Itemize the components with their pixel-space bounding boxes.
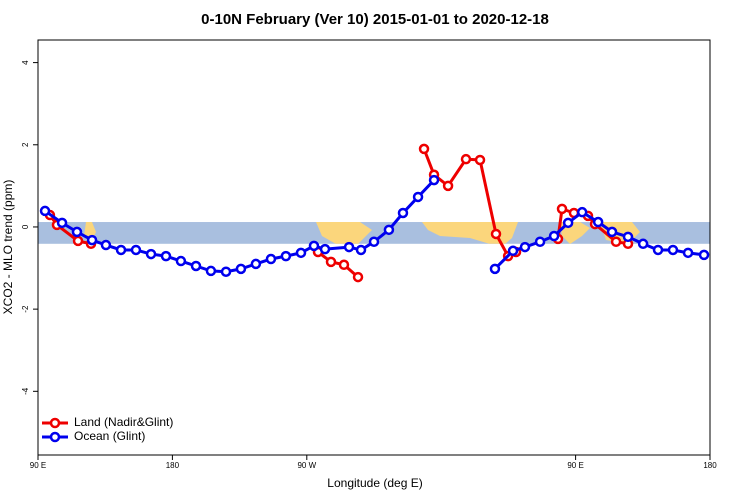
- point: [368, 236, 380, 247]
- point: [220, 266, 232, 277]
- point: [72, 235, 84, 247]
- point: [56, 217, 68, 229]
- point: [682, 247, 694, 259]
- point: [622, 231, 634, 243]
- point: [130, 244, 142, 256]
- point: [343, 241, 355, 253]
- point: [474, 154, 486, 166]
- point: [418, 143, 430, 155]
- y-tick-label: -2: [21, 305, 30, 313]
- point: [592, 216, 604, 228]
- point: [295, 247, 307, 259]
- point: [265, 253, 277, 265]
- series-line: [48, 148, 629, 279]
- point: [412, 191, 424, 203]
- point: [667, 244, 679, 256]
- point: [250, 258, 262, 270]
- point: [442, 180, 454, 192]
- point: [86, 234, 98, 246]
- point: [235, 263, 247, 275]
- point: [205, 265, 217, 277]
- x-tick-label: 180: [166, 461, 180, 470]
- chart-title: 0-10N February (Ver 10) 2015-01-01 to 20…: [201, 11, 549, 28]
- point: [637, 238, 649, 250]
- y-axis-label: XCO2 - MLO trend (ppm): [1, 180, 15, 315]
- point: [460, 153, 472, 165]
- x-tick-label: 90 E: [567, 461, 583, 470]
- x-tick-label: 90 W: [297, 461, 316, 470]
- point: [352, 271, 364, 283]
- point: [308, 240, 320, 252]
- point: [39, 205, 51, 217]
- point: [576, 206, 588, 218]
- x-axis-label: Longitude (deg E): [327, 476, 422, 490]
- x-tick-label: 90 E: [30, 461, 46, 470]
- point: [698, 249, 710, 261]
- legend-label: Ocean (Glint): [74, 429, 145, 443]
- y-tick-label: -4: [21, 387, 30, 395]
- point: [562, 217, 574, 229]
- point: [610, 236, 622, 247]
- point: [175, 255, 187, 267]
- point: [338, 259, 350, 271]
- legend-label: Land (Nadir&Glint): [74, 415, 173, 429]
- point: [652, 244, 664, 256]
- point: [548, 230, 560, 242]
- point: [519, 241, 531, 253]
- point: [160, 250, 172, 262]
- legend-marker: [49, 431, 61, 443]
- y-tick-label: 4: [21, 60, 30, 65]
- legend-marker: [49, 417, 61, 429]
- point: [355, 244, 367, 256]
- x-tick-label: 180: [703, 461, 717, 470]
- point: [115, 244, 127, 256]
- point: [383, 224, 395, 236]
- point: [556, 203, 568, 215]
- point: [606, 226, 618, 238]
- y-tick-label: 2: [21, 142, 30, 147]
- point: [100, 239, 112, 251]
- point: [319, 243, 331, 255]
- point: [534, 236, 546, 247]
- point: [190, 260, 202, 272]
- plot-frame: [37, 39, 711, 456]
- point: [325, 256, 337, 268]
- point: [71, 226, 83, 238]
- point: [280, 250, 292, 262]
- point: [490, 228, 502, 240]
- point: [489, 263, 501, 275]
- point: [507, 245, 519, 257]
- point: [145, 248, 157, 260]
- point: [397, 207, 409, 219]
- point: [428, 174, 440, 186]
- y-tick-label: 0: [21, 224, 30, 229]
